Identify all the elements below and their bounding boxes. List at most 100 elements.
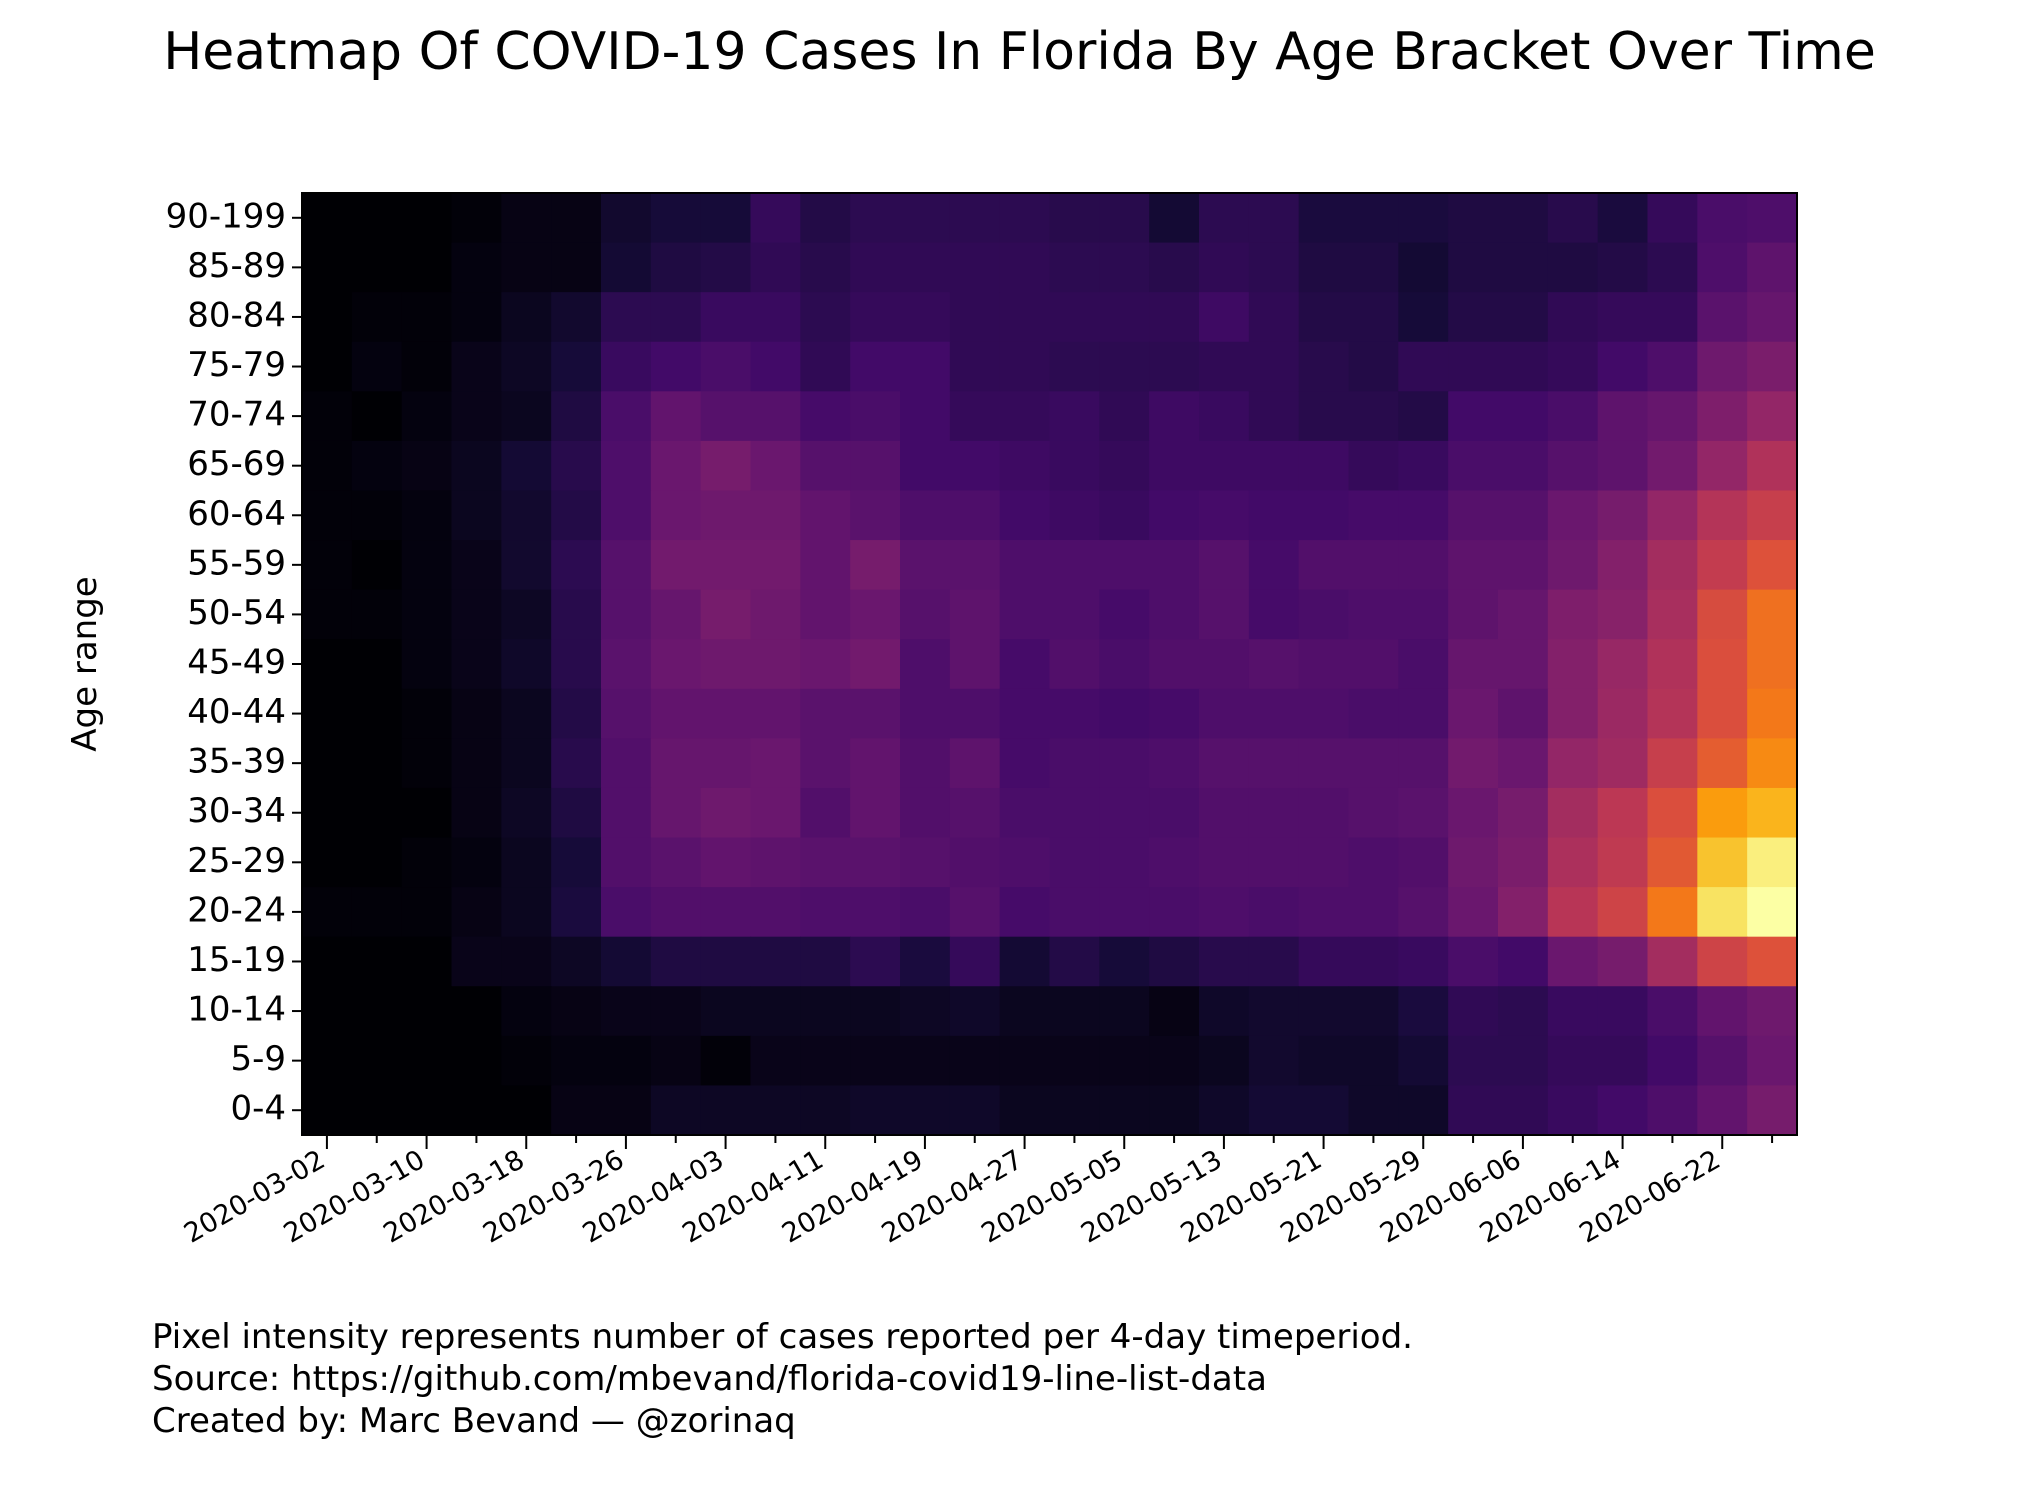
heatmap-cell	[650, 837, 702, 888]
heatmap-cell	[949, 837, 1001, 888]
heatmap-cell	[1149, 540, 1200, 591]
heatmap-cell	[302, 787, 353, 839]
heatmap-cell	[1348, 391, 1399, 442]
heatmap-cell	[1498, 1035, 1549, 1087]
heatmap-cell	[850, 887, 901, 938]
heatmap-cell	[401, 341, 453, 392]
heatmap-cell	[351, 1035, 403, 1087]
heatmap-cell	[1248, 242, 1300, 293]
heatmap-cell	[1099, 639, 1150, 690]
heatmap-cell	[601, 787, 652, 839]
heatmap-cell	[351, 837, 403, 888]
heatmap-cell	[1049, 292, 1100, 343]
heatmap-cell	[1348, 292, 1399, 343]
heatmap-cell	[501, 936, 552, 987]
heatmap-cell	[650, 639, 702, 690]
heatmap-cell	[650, 391, 702, 442]
heatmap-cell	[451, 986, 502, 1037]
heatmap-cell	[1547, 639, 1599, 690]
heatmap-cell	[650, 341, 702, 392]
heatmap-cell	[1448, 738, 1499, 789]
heatmap-cell	[1498, 1085, 1549, 1136]
heatmap-cell	[451, 887, 502, 938]
x-axis: 2020-03-022020-03-102020-03-182020-03-26…	[179, 1135, 1774, 1250]
heatmap-cell	[1498, 193, 1549, 244]
heatmap-cell	[750, 292, 801, 343]
heatmap-cell	[1348, 887, 1399, 938]
heatmap-cell	[900, 242, 951, 293]
heatmap-cell	[1697, 688, 1748, 739]
heatmap-cell	[999, 589, 1051, 640]
heatmap-cell	[451, 193, 502, 244]
heatmap-cell	[551, 1035, 602, 1087]
heatmap-cell	[1199, 936, 1250, 987]
heatmap-cell	[551, 887, 602, 938]
heatmap-cell	[1398, 936, 1449, 987]
heatmap-cell	[800, 1035, 851, 1087]
heatmap-cell	[601, 540, 652, 591]
heatmap-cell	[1448, 490, 1499, 541]
heatmap-cell	[1049, 887, 1100, 938]
heatmap-cell	[351, 936, 403, 987]
heatmap-cell	[1647, 887, 1698, 938]
heatmap-cell	[1647, 639, 1698, 690]
heatmap-cell	[1597, 391, 1649, 442]
heatmap-cell	[700, 490, 752, 541]
heatmap-cell	[750, 1035, 801, 1087]
heatmap-cell	[1298, 688, 1350, 739]
heatmap-cell	[900, 688, 951, 739]
heatmap-cell	[1498, 688, 1549, 739]
heatmap-cell	[999, 738, 1051, 789]
heatmap-cell	[401, 540, 453, 591]
heatmap-cell	[1248, 837, 1300, 888]
y-tick-label: 10-14	[187, 990, 286, 1030]
heatmap-cell	[700, 688, 752, 739]
heatmap-cell	[1099, 787, 1150, 839]
heatmap-cell	[302, 738, 353, 789]
heatmap-cell	[302, 986, 353, 1037]
heatmap-cell	[1597, 490, 1649, 541]
heatmap-cell	[949, 193, 1001, 244]
y-tick-label: 25-29	[187, 841, 286, 881]
heatmap-cell	[999, 540, 1051, 591]
heatmap-cell	[999, 490, 1051, 541]
heatmap-cell	[1597, 887, 1649, 938]
heatmap-cell	[1248, 440, 1300, 492]
heatmap-cell	[650, 1085, 702, 1136]
heatmap-cell	[1348, 341, 1399, 392]
heatmap-cell	[1398, 787, 1449, 839]
y-axis: 90-199 85-89 80-84 75-79 70-74 65-69 60-64 55-5…	[166, 196, 302, 1129]
heatmap-cell	[551, 639, 602, 690]
heatmap-cell	[1298, 540, 1350, 591]
heatmap-cell	[1199, 1085, 1250, 1136]
heatmap-cell	[700, 837, 752, 888]
heatmap-cell	[1099, 292, 1150, 343]
heatmap-cell	[401, 1035, 453, 1087]
y-tick-label: 0-4	[230, 1089, 286, 1129]
heatmap-cell	[1149, 589, 1200, 640]
heatmap-cell	[451, 341, 502, 392]
heatmap-cell	[401, 787, 453, 839]
heatmap-cell	[1049, 490, 1100, 541]
heatmap-cell	[451, 242, 502, 293]
heatmap-cell	[1747, 589, 1798, 640]
heatmap-cell	[750, 837, 801, 888]
heatmap-cell	[351, 986, 403, 1037]
heatmap-cell	[800, 242, 851, 293]
heatmap-cell	[1547, 440, 1599, 492]
heatmap-cell	[999, 936, 1051, 987]
heatmap-cell	[750, 1085, 801, 1136]
heatmap-cell	[1248, 738, 1300, 789]
heatmap-cell	[1597, 242, 1649, 293]
heatmap-cell	[949, 440, 1001, 492]
heatmap-cell	[900, 391, 951, 442]
heatmap-cell	[1348, 936, 1399, 987]
heatmap-cell	[1448, 688, 1499, 739]
heatmap-cell	[401, 391, 453, 442]
heatmap-cell	[1448, 391, 1499, 442]
heatmap-cell	[1647, 391, 1698, 442]
heatmap-cell	[949, 688, 1001, 739]
heatmap-cell	[1099, 1085, 1150, 1136]
heatmap-cell	[1747, 738, 1798, 789]
